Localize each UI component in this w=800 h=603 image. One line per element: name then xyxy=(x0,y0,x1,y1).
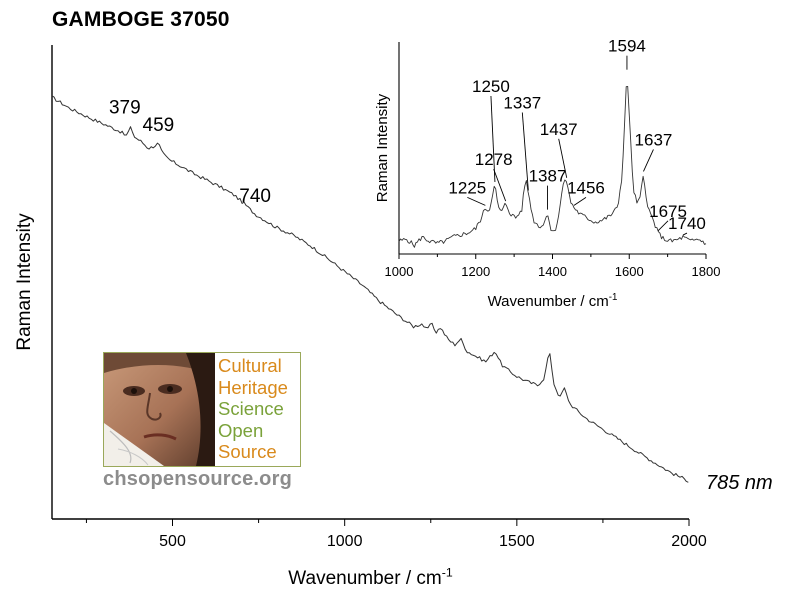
inset-peak-label: 1594 xyxy=(608,37,646,56)
logo-wordmark: Cultural Heritage Science Open Source xyxy=(218,355,288,463)
inset-peak-pointer xyxy=(558,138,568,178)
inset-x-tick-label: 1400 xyxy=(538,264,567,279)
main-x-tick-label: 2000 xyxy=(671,533,707,550)
inset-x-axis-label-superscript: -1 xyxy=(609,292,618,303)
inset-peak-label: 1675 xyxy=(649,202,687,221)
inset-peak-pointer xyxy=(657,220,669,232)
inset-peak-pointer xyxy=(643,149,654,172)
inset-spectrum-line xyxy=(398,85,707,248)
inset-x-tick-label: 1000 xyxy=(385,264,414,279)
laser-wavelength-label: 785 nm xyxy=(706,472,773,494)
inset-peak-label: 1437 xyxy=(540,120,578,139)
inset-peak-pointer xyxy=(467,196,486,206)
main-peak-label: 459 xyxy=(143,115,175,136)
logo-url: chsopensource.org xyxy=(103,468,292,490)
inset-peak-pointer xyxy=(682,232,688,236)
inset-x-tick-label: 1600 xyxy=(615,264,644,279)
inset-peak-pointer xyxy=(521,112,529,191)
inset-peak-pointer xyxy=(490,96,496,183)
inset-peak-label: 1637 xyxy=(635,130,673,149)
inset-peak-label: 1456 xyxy=(567,178,605,197)
logo-word: Cultural xyxy=(218,355,282,376)
main-x-axis-label-superscript: -1 xyxy=(442,565,453,579)
chart-title: GAMBOGE 37050 xyxy=(52,8,230,31)
logo-word: Source xyxy=(218,441,277,462)
inset-x-axis-label: Wavenumber / cm-1 xyxy=(488,292,618,310)
main-y-axis-label: Raman Intensity xyxy=(14,213,35,351)
inset-peak-label: 1250 xyxy=(472,77,510,96)
inset-peak-label: 1387 xyxy=(529,167,567,186)
main-spectrum-line xyxy=(51,95,689,483)
main-x-tick-label: 500 xyxy=(159,533,186,550)
inset-peak-label: 1337 xyxy=(503,94,541,113)
main-x-axis-label: Wavenumber / cm-1 xyxy=(288,565,453,589)
logo-word: Open xyxy=(218,419,264,441)
inset-x-tick-label: 1800 xyxy=(692,264,721,279)
inset-peak-label: 1278 xyxy=(475,150,513,169)
inset-y-axis-label: Raman Intensity xyxy=(374,93,391,202)
inset-peak-label: 1740 xyxy=(668,214,706,233)
main-peak-label: 379 xyxy=(109,97,141,118)
logo-word: Heritage xyxy=(218,376,288,398)
inset-peak-label: 1225 xyxy=(448,178,486,197)
inset-x-tick-label: 1200 xyxy=(461,264,490,279)
logo-word: Science xyxy=(218,398,284,419)
main-x-tick-label: 1000 xyxy=(327,533,363,550)
portrait-icon xyxy=(104,353,215,466)
inset-peak-pointer xyxy=(493,168,507,202)
main-peak-label: 740 xyxy=(239,186,271,207)
main-x-tick-label: 1500 xyxy=(499,533,535,550)
chs-logo: Cultural Heritage Science Open Source xyxy=(103,352,301,467)
inset-peak-pointer xyxy=(573,196,587,206)
